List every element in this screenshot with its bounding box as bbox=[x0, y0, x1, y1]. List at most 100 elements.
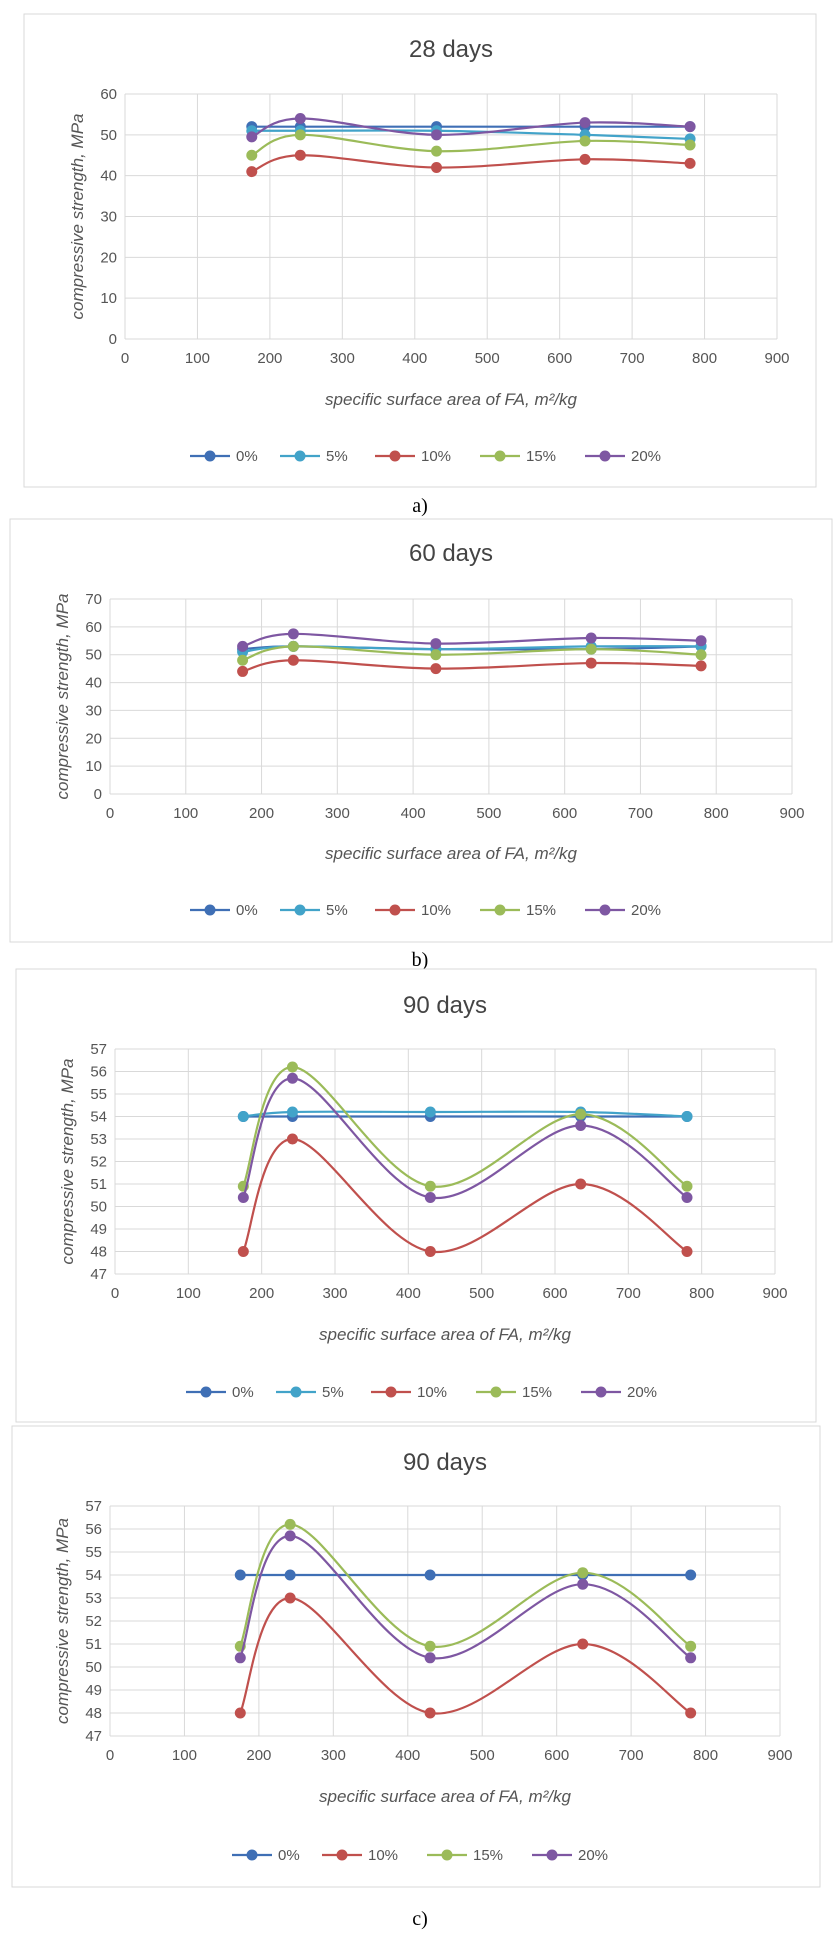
data-point bbox=[684, 139, 696, 151]
data-point bbox=[681, 1192, 693, 1203]
chart-frame bbox=[9, 518, 833, 943]
data-point bbox=[575, 1178, 587, 1190]
data-point bbox=[287, 628, 299, 640]
chart-frame bbox=[15, 968, 817, 1423]
legend-marker bbox=[246, 1849, 258, 1861]
legend-label: 20% bbox=[578, 1847, 608, 1864]
data-point bbox=[294, 129, 306, 141]
series-15pct bbox=[234, 1518, 697, 1652]
legend-entry: 20% bbox=[585, 448, 661, 465]
legend-entry: 10% bbox=[322, 1847, 398, 1864]
x-tick-label: 700 bbox=[628, 805, 653, 822]
y-tick-label: 50 bbox=[85, 1659, 102, 1676]
y-tick-label: 10 bbox=[85, 758, 102, 775]
legend-entry: 15% bbox=[427, 1847, 503, 1864]
data-point bbox=[246, 166, 258, 178]
legend-label: 0% bbox=[236, 902, 258, 919]
x-tick-label: 700 bbox=[620, 350, 645, 367]
y-tick-label: 0 bbox=[109, 331, 117, 348]
x-axis-label: specific surface area of FA, m²/kg bbox=[325, 844, 577, 863]
x-tick-label: 400 bbox=[401, 805, 426, 822]
legend-marker bbox=[595, 1386, 607, 1398]
legend-label: 5% bbox=[322, 1384, 344, 1401]
data-point bbox=[284, 1592, 296, 1604]
legend-entry: 5% bbox=[276, 1384, 344, 1401]
data-point bbox=[237, 665, 249, 677]
y-tick-label: 53 bbox=[85, 1590, 102, 1607]
legend-label: 5% bbox=[326, 448, 348, 465]
data-point bbox=[294, 149, 306, 161]
data-point bbox=[431, 145, 443, 157]
legend-label: 0% bbox=[236, 448, 258, 465]
x-tick-label: 200 bbox=[246, 1747, 271, 1764]
y-tick-label: 20 bbox=[100, 249, 117, 266]
data-point bbox=[685, 1652, 697, 1664]
data-point bbox=[424, 1106, 436, 1118]
y-tick-label: 60 bbox=[100, 86, 117, 103]
y-tick-label: 53 bbox=[90, 1131, 107, 1148]
y-tick-label: 0 bbox=[94, 786, 102, 803]
legend-marker bbox=[200, 1386, 212, 1398]
series-20pct bbox=[237, 628, 707, 652]
chart-3: 90 days 47 48 49 50 51 52 53 54 55 56 57 0 100 200 300 4… bbox=[15, 968, 817, 1423]
y-tick-label: 48 bbox=[85, 1705, 102, 1722]
y-tick-label: 48 bbox=[90, 1244, 107, 1261]
y-tick-label: 52 bbox=[85, 1613, 102, 1630]
legend-marker bbox=[204, 450, 216, 462]
x-tick-label: 400 bbox=[396, 1285, 421, 1302]
legend-label: 20% bbox=[631, 902, 661, 919]
legend-marker bbox=[494, 450, 506, 462]
legend-entry: 10% bbox=[371, 1384, 447, 1401]
data-point bbox=[685, 1569, 697, 1581]
data-point bbox=[430, 663, 442, 675]
data-point bbox=[284, 1530, 296, 1542]
series-10pct bbox=[237, 1133, 693, 1257]
x-tick-label: 900 bbox=[764, 350, 789, 367]
x-tick-label: 400 bbox=[395, 1747, 420, 1764]
series-20pct bbox=[234, 1530, 697, 1664]
data-point bbox=[685, 1707, 697, 1719]
x-tick-label: 0 bbox=[106, 1747, 114, 1764]
legend-marker bbox=[204, 904, 216, 916]
data-point bbox=[579, 153, 591, 165]
data-point bbox=[685, 1640, 697, 1652]
chart-title: 28 days bbox=[409, 36, 493, 63]
y-tick-label: 57 bbox=[85, 1498, 102, 1515]
data-point bbox=[234, 1707, 246, 1719]
legend-label: 20% bbox=[631, 448, 661, 465]
y-tick-label: 47 bbox=[90, 1266, 107, 1283]
legend-entry: 10% bbox=[375, 448, 451, 465]
data-point bbox=[585, 657, 597, 669]
legend-entry: 15% bbox=[476, 1384, 552, 1401]
legend-entry: 5% bbox=[280, 448, 348, 465]
legend-entry: 0% bbox=[186, 1384, 254, 1401]
y-tick-label: 51 bbox=[90, 1176, 107, 1193]
data-point bbox=[237, 1192, 249, 1203]
y-tick-label: 54 bbox=[90, 1109, 107, 1126]
data-point bbox=[246, 131, 258, 143]
legend-label: 10% bbox=[368, 1847, 398, 1864]
y-tick-label: 49 bbox=[90, 1221, 107, 1238]
data-point bbox=[424, 1640, 436, 1652]
y-tick-label: 51 bbox=[85, 1636, 102, 1653]
x-axis-label: specific surface area of FA, m²/kg bbox=[319, 1787, 571, 1806]
y-tick-label: 40 bbox=[85, 675, 102, 692]
data-point bbox=[424, 1180, 436, 1192]
legend-marker bbox=[294, 904, 306, 916]
legend-entry: 0% bbox=[190, 448, 258, 465]
chart-frame bbox=[11, 1425, 821, 1888]
x-tick-label: 500 bbox=[475, 350, 500, 367]
data-point bbox=[424, 1569, 436, 1581]
series-20pct bbox=[237, 1072, 693, 1203]
x-tick-label: 500 bbox=[470, 1747, 495, 1764]
legend-marker bbox=[599, 904, 611, 916]
x-tick-label: 100 bbox=[172, 1747, 197, 1764]
data-point bbox=[579, 135, 591, 147]
x-tick-label: 300 bbox=[330, 350, 355, 367]
data-point bbox=[585, 643, 597, 655]
data-point bbox=[287, 654, 299, 666]
data-point bbox=[575, 1108, 587, 1120]
data-point bbox=[234, 1652, 246, 1664]
x-tick-label: 700 bbox=[619, 1747, 644, 1764]
